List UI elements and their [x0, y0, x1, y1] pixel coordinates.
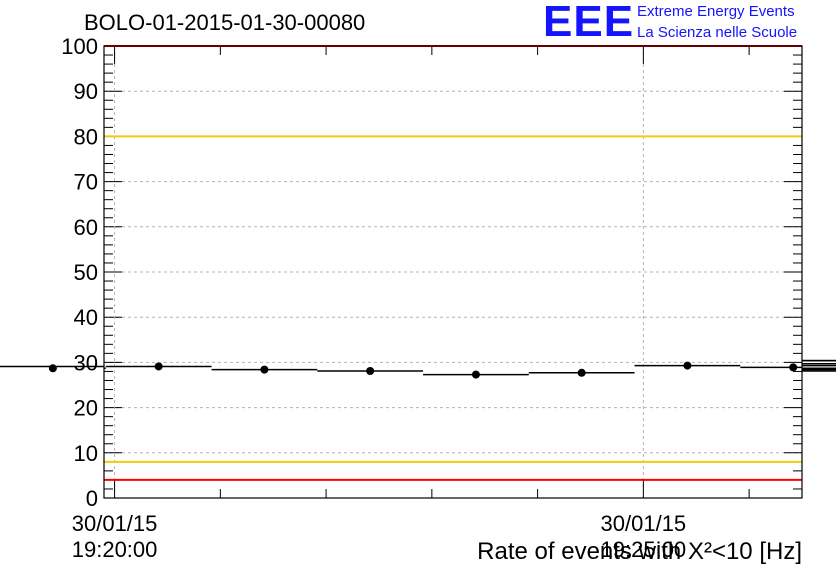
chart-title: BOLO-01-2015-01-30-00080	[84, 10, 366, 35]
logo-tagline-2: La Scienza nelle Scuole	[637, 24, 798, 41]
y-tick-label: 50	[74, 260, 98, 285]
y-tick-label: 0	[86, 486, 98, 511]
y-tick-label: 90	[74, 79, 98, 104]
logo-tagline-1: Extreme Energy Events	[637, 3, 795, 20]
plot-frame	[103, 45, 803, 499]
data-point	[366, 366, 375, 375]
y-tick-label: 30	[74, 350, 98, 375]
x-axis-label: Rate of events with X²<10 [Hz]	[477, 538, 802, 565]
eee-logo: EEE	[543, 0, 635, 46]
x-tick-time: 19:20:00	[72, 537, 158, 562]
x-tick-date: 30/01/15	[72, 511, 158, 536]
data-point	[154, 362, 163, 371]
y-tick-label: 100	[61, 34, 98, 59]
x-tick-time: 19:25:00	[601, 537, 687, 562]
y-tick-label: 60	[74, 215, 98, 240]
data-point	[789, 363, 798, 372]
y-tick-label: 70	[74, 170, 98, 195]
x-tick-date: 30/01/15	[601, 511, 687, 536]
data-point	[48, 364, 57, 373]
y-tick-label: 10	[74, 441, 98, 466]
y-tick-label: 80	[74, 124, 98, 149]
data-point	[471, 370, 480, 379]
data-point	[683, 361, 692, 370]
y-tick-label: 20	[74, 396, 98, 421]
y-tick-label: 40	[74, 305, 98, 330]
data-point	[577, 368, 586, 377]
data-point	[260, 365, 269, 374]
